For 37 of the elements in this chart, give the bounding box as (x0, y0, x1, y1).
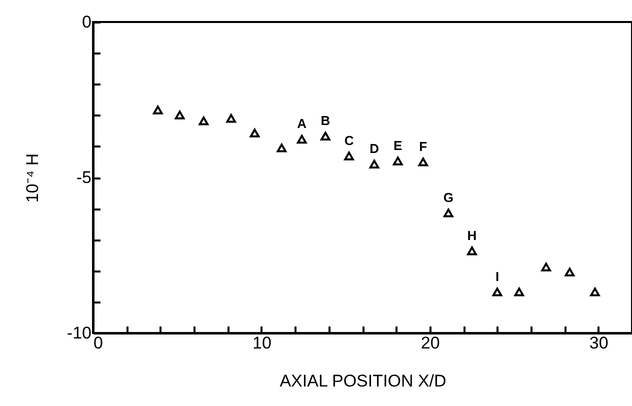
point (276, 144, 287, 152)
point (296, 134, 307, 144)
x-tick-label: 0 (94, 334, 103, 352)
point (467, 246, 477, 256)
point (590, 288, 600, 296)
point (564, 268, 575, 276)
y-tick-label: -10 (66, 324, 92, 342)
annotation: B (320, 113, 330, 128)
point (541, 262, 551, 272)
point (514, 288, 524, 296)
point (320, 132, 330, 140)
annotation: C (344, 133, 354, 148)
point (226, 114, 236, 123)
point (393, 156, 403, 166)
point (174, 110, 185, 120)
annotation: H (467, 228, 477, 243)
x-axis-title: AXIAL POSITION X/D (280, 372, 446, 390)
x-tick-label: 30 (589, 334, 608, 352)
annotation: E (394, 138, 403, 154)
point (492, 288, 502, 296)
point (198, 116, 209, 126)
annotation: I (495, 268, 500, 284)
y-tick-label: -5 (76, 168, 92, 187)
x-tick-label: 10 (252, 334, 272, 352)
point (369, 160, 380, 168)
y-tick-label: 0 (82, 12, 92, 32)
annotation: A (297, 116, 308, 132)
y-axis-title: 10⁻⁴ H (22, 153, 42, 203)
annotation: G (443, 190, 454, 205)
annotation: F (419, 138, 428, 154)
x-tick-label: 20 (420, 334, 440, 352)
annotation: D (370, 141, 379, 156)
point (344, 152, 354, 160)
point (444, 208, 454, 218)
point (250, 128, 260, 138)
point (418, 158, 428, 166)
point (152, 106, 163, 114)
